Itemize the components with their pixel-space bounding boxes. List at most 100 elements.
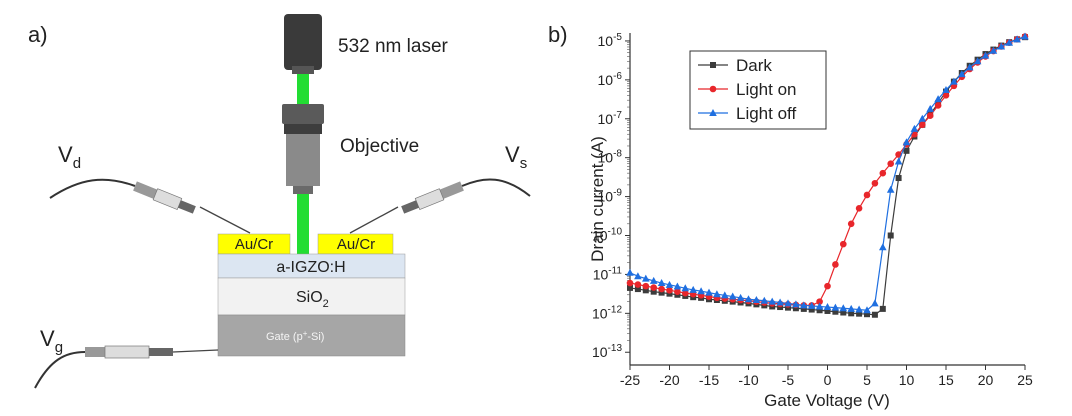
data-point <box>886 185 895 193</box>
data-point <box>989 46 998 54</box>
x-tick-label: 5 <box>863 372 871 388</box>
data-point <box>824 282 831 290</box>
data-point <box>650 284 657 291</box>
data-point <box>831 303 840 311</box>
data-point <box>634 272 642 280</box>
objective-body <box>286 134 320 186</box>
data-point <box>855 205 863 212</box>
data-point <box>642 274 650 282</box>
data-point <box>768 297 776 305</box>
oxide-label: SiO2 <box>296 289 329 310</box>
probe-subscript: s <box>520 155 528 172</box>
data-point <box>840 309 847 316</box>
series-line <box>629 36 1026 316</box>
data-point <box>958 70 966 78</box>
data-point <box>894 157 903 165</box>
data-point <box>855 305 863 313</box>
probe-grip <box>133 181 158 199</box>
x-tick-label: -25 <box>620 372 640 388</box>
legend-marker <box>709 109 717 116</box>
series <box>626 33 1029 309</box>
data-point <box>942 92 950 99</box>
x-tick-label: 10 <box>899 372 915 388</box>
data-point <box>926 112 934 119</box>
x-tick-label: 0 <box>824 372 832 388</box>
data-point <box>823 303 832 311</box>
channel-layer <box>217 253 406 279</box>
data-point <box>847 220 855 228</box>
data-point <box>792 300 800 308</box>
y-tick-label: 10-9 <box>598 188 623 205</box>
data-point <box>673 282 682 290</box>
data-point <box>863 306 871 314</box>
data-point <box>674 288 681 295</box>
x-tick-label: 20 <box>978 372 994 388</box>
data-point <box>681 284 690 292</box>
data-point <box>666 287 673 294</box>
x-tick-label: 25 <box>1017 372 1033 388</box>
data-point <box>657 279 666 287</box>
probe-cable <box>461 178 531 197</box>
probe-subscript: g <box>55 339 63 356</box>
data-point <box>942 85 950 93</box>
objective-ring <box>284 124 322 134</box>
x-axis-label: Gate Voltage (V) <box>764 391 890 410</box>
data-point <box>650 288 657 295</box>
data-point <box>871 299 879 307</box>
data-point <box>910 124 919 132</box>
data-point <box>800 301 808 309</box>
y-tick-label: 10-5 <box>598 32 623 49</box>
data-point <box>1021 32 1029 40</box>
data-point <box>682 289 689 297</box>
data-point <box>856 310 863 317</box>
data-point <box>887 232 894 239</box>
y-tick-label: 10-13 <box>592 343 622 360</box>
data-point <box>934 102 942 109</box>
data-point <box>926 104 934 112</box>
series-line <box>629 35 1026 311</box>
x-tick-label: -10 <box>738 372 758 388</box>
panel-label: b) <box>548 22 568 47</box>
data-point <box>950 77 958 85</box>
panel-label: a) <box>28 22 48 47</box>
data-point <box>815 302 824 310</box>
legend-label: Dark <box>736 56 772 75</box>
probe-symbol: V <box>58 142 73 167</box>
y-axis-label: Drain current (A) <box>588 136 607 262</box>
data-point <box>642 282 650 290</box>
data-point <box>919 121 926 129</box>
probe-subscript: d <box>73 155 81 172</box>
y-tick-label: 10-7 <box>598 110 623 127</box>
probe-label: Vd <box>58 142 81 172</box>
probe-label: Vg <box>40 326 63 356</box>
contact-label: Au/Cr <box>337 236 375 253</box>
data-point <box>895 175 902 182</box>
data-point <box>1005 38 1013 46</box>
data-point <box>871 179 879 187</box>
objective-tip <box>293 186 313 194</box>
data-point <box>840 240 847 248</box>
probe-body <box>152 188 183 210</box>
legend-label: Light on <box>736 80 797 99</box>
data-point <box>863 191 871 199</box>
data-point <box>634 281 642 288</box>
data-point <box>634 286 641 293</box>
probe-symbol: V <box>505 142 520 167</box>
probe-symbol: V <box>40 326 55 351</box>
data-point <box>879 169 887 177</box>
data-point <box>816 298 823 305</box>
data-point <box>689 285 697 293</box>
data-point <box>879 305 886 312</box>
data-point <box>736 293 745 301</box>
schematic: a) 532 nm laser Objective Au/Cr Au/Cr a-… <box>28 14 531 389</box>
x-tick-label: -15 <box>699 372 719 388</box>
data-point <box>713 290 721 298</box>
data-point <box>965 63 974 71</box>
laser-label: 532 nm laser <box>338 36 449 57</box>
data-point <box>784 299 792 307</box>
data-point <box>807 301 816 309</box>
y-tick-label: 10-11 <box>593 265 623 282</box>
oxide-subscript: 2 <box>323 298 329 310</box>
data-point <box>848 310 855 317</box>
probe <box>133 181 196 214</box>
